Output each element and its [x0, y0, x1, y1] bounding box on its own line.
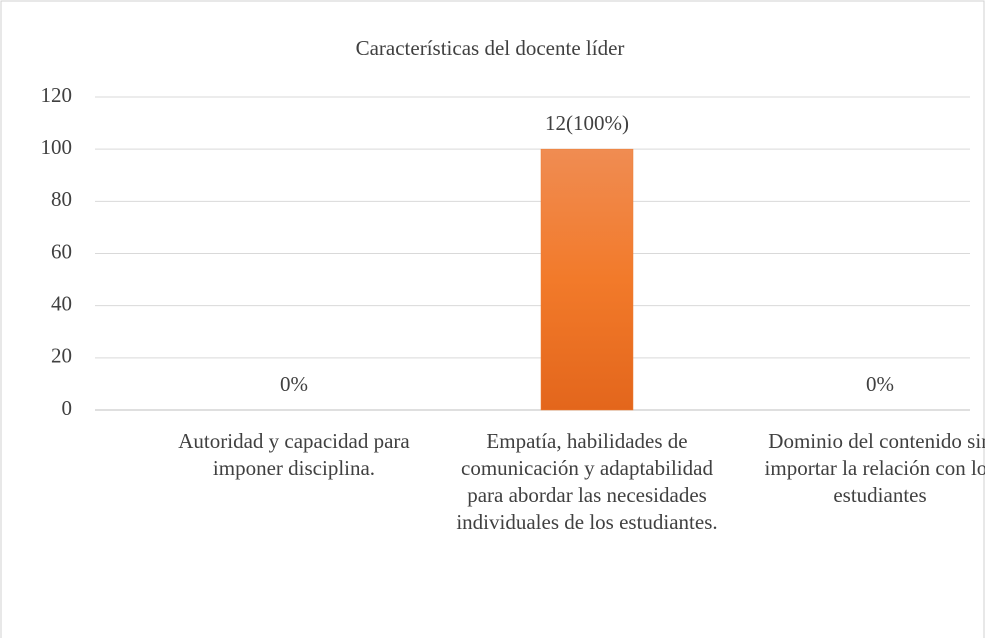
value-label: 12(100%): [545, 111, 629, 135]
x-tick-label: Autoridad y capacidad para imponer disci…: [178, 429, 410, 480]
y-tick-label: 80: [51, 187, 72, 211]
y-tick-label: 60: [51, 239, 72, 263]
value-label: 0%: [280, 372, 308, 396]
y-tick-label: 100: [41, 135, 73, 159]
y-tick-label: 20: [51, 344, 72, 368]
y-tick-label: 0: [62, 396, 73, 420]
x-tick-label: Empatía, habilidades de comunicación y a…: [456, 429, 718, 534]
value-label: 0%: [866, 372, 894, 396]
y-tick-label: 120: [41, 83, 73, 107]
x-tick-label: Dominio del contenido sin importar la re…: [764, 429, 985, 507]
bar: [540, 148, 634, 411]
chart-title: Características del docente líder: [356, 36, 625, 60]
y-tick-label: 40: [51, 291, 72, 315]
